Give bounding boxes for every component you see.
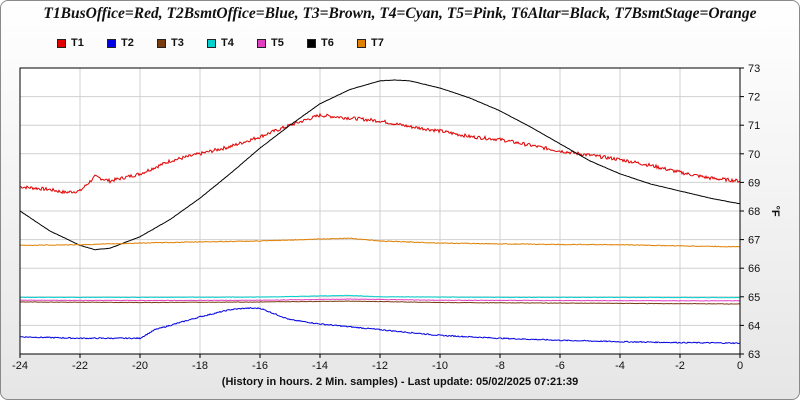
legend-label: T3 [171,37,184,49]
series-line-t4 [19,294,741,299]
x-tick-label: -20 [132,360,148,372]
y-tick-label: 66 [748,263,760,275]
series-line-t1 [19,112,741,195]
legend-swatch [57,39,66,48]
y-tick-label: 65 [748,292,760,304]
y-axis-label: °F [769,205,781,216]
x-tick-label: -18 [192,360,208,372]
legend-label: T4 [221,37,234,49]
y-tick-label: 67 [748,235,760,247]
x-tick-label: -2 [675,360,685,372]
x-tick-label: -12 [372,360,388,372]
legend-label: T7 [371,37,384,49]
y-tick-label: 68 [748,206,760,218]
chart-title: T1BusOffice=Red, T2BsmtOffice=Blue, T3=B… [43,5,757,22]
legend-swatch [107,39,116,48]
series-line-t5 [19,298,741,302]
legend-label: T5 [271,37,284,49]
x-tick-label: -24 [12,360,28,372]
x-tick-label: -22 [72,360,88,372]
x-tick-label: -6 [555,360,565,372]
y-tick-label: 72 [748,92,760,104]
y-tick-label: 63 [748,349,760,361]
y-tick-label: 73 [748,63,760,75]
series-line-t2 [19,307,741,345]
series-line-t7 [19,237,741,248]
legend-label: T1 [71,37,84,49]
legend-label: T6 [321,37,334,49]
legend-swatch [207,39,216,48]
x-tick-label: -8 [495,360,505,372]
x-tick-label: -4 [615,360,625,372]
x-tick-label: -10 [432,360,448,372]
y-tick-label: 70 [748,149,760,161]
legend-swatch [307,39,316,48]
x-tick-label: -16 [252,360,268,372]
legend-swatch [357,39,366,48]
legend-swatch [257,39,266,48]
legend-swatch [157,39,166,48]
legend-label: T2 [121,37,134,49]
x-axis-label: (History in hours. 2 Min. samples) - Las… [221,376,579,388]
y-tick-label: 69 [748,177,760,189]
x-tick-label: -14 [312,360,328,372]
series-line-t6 [19,79,741,251]
x-tick-label: 0 [737,360,743,372]
y-tick-label: 71 [748,120,760,132]
series-line-t3 [19,300,741,305]
y-tick-label: 64 [748,320,760,332]
